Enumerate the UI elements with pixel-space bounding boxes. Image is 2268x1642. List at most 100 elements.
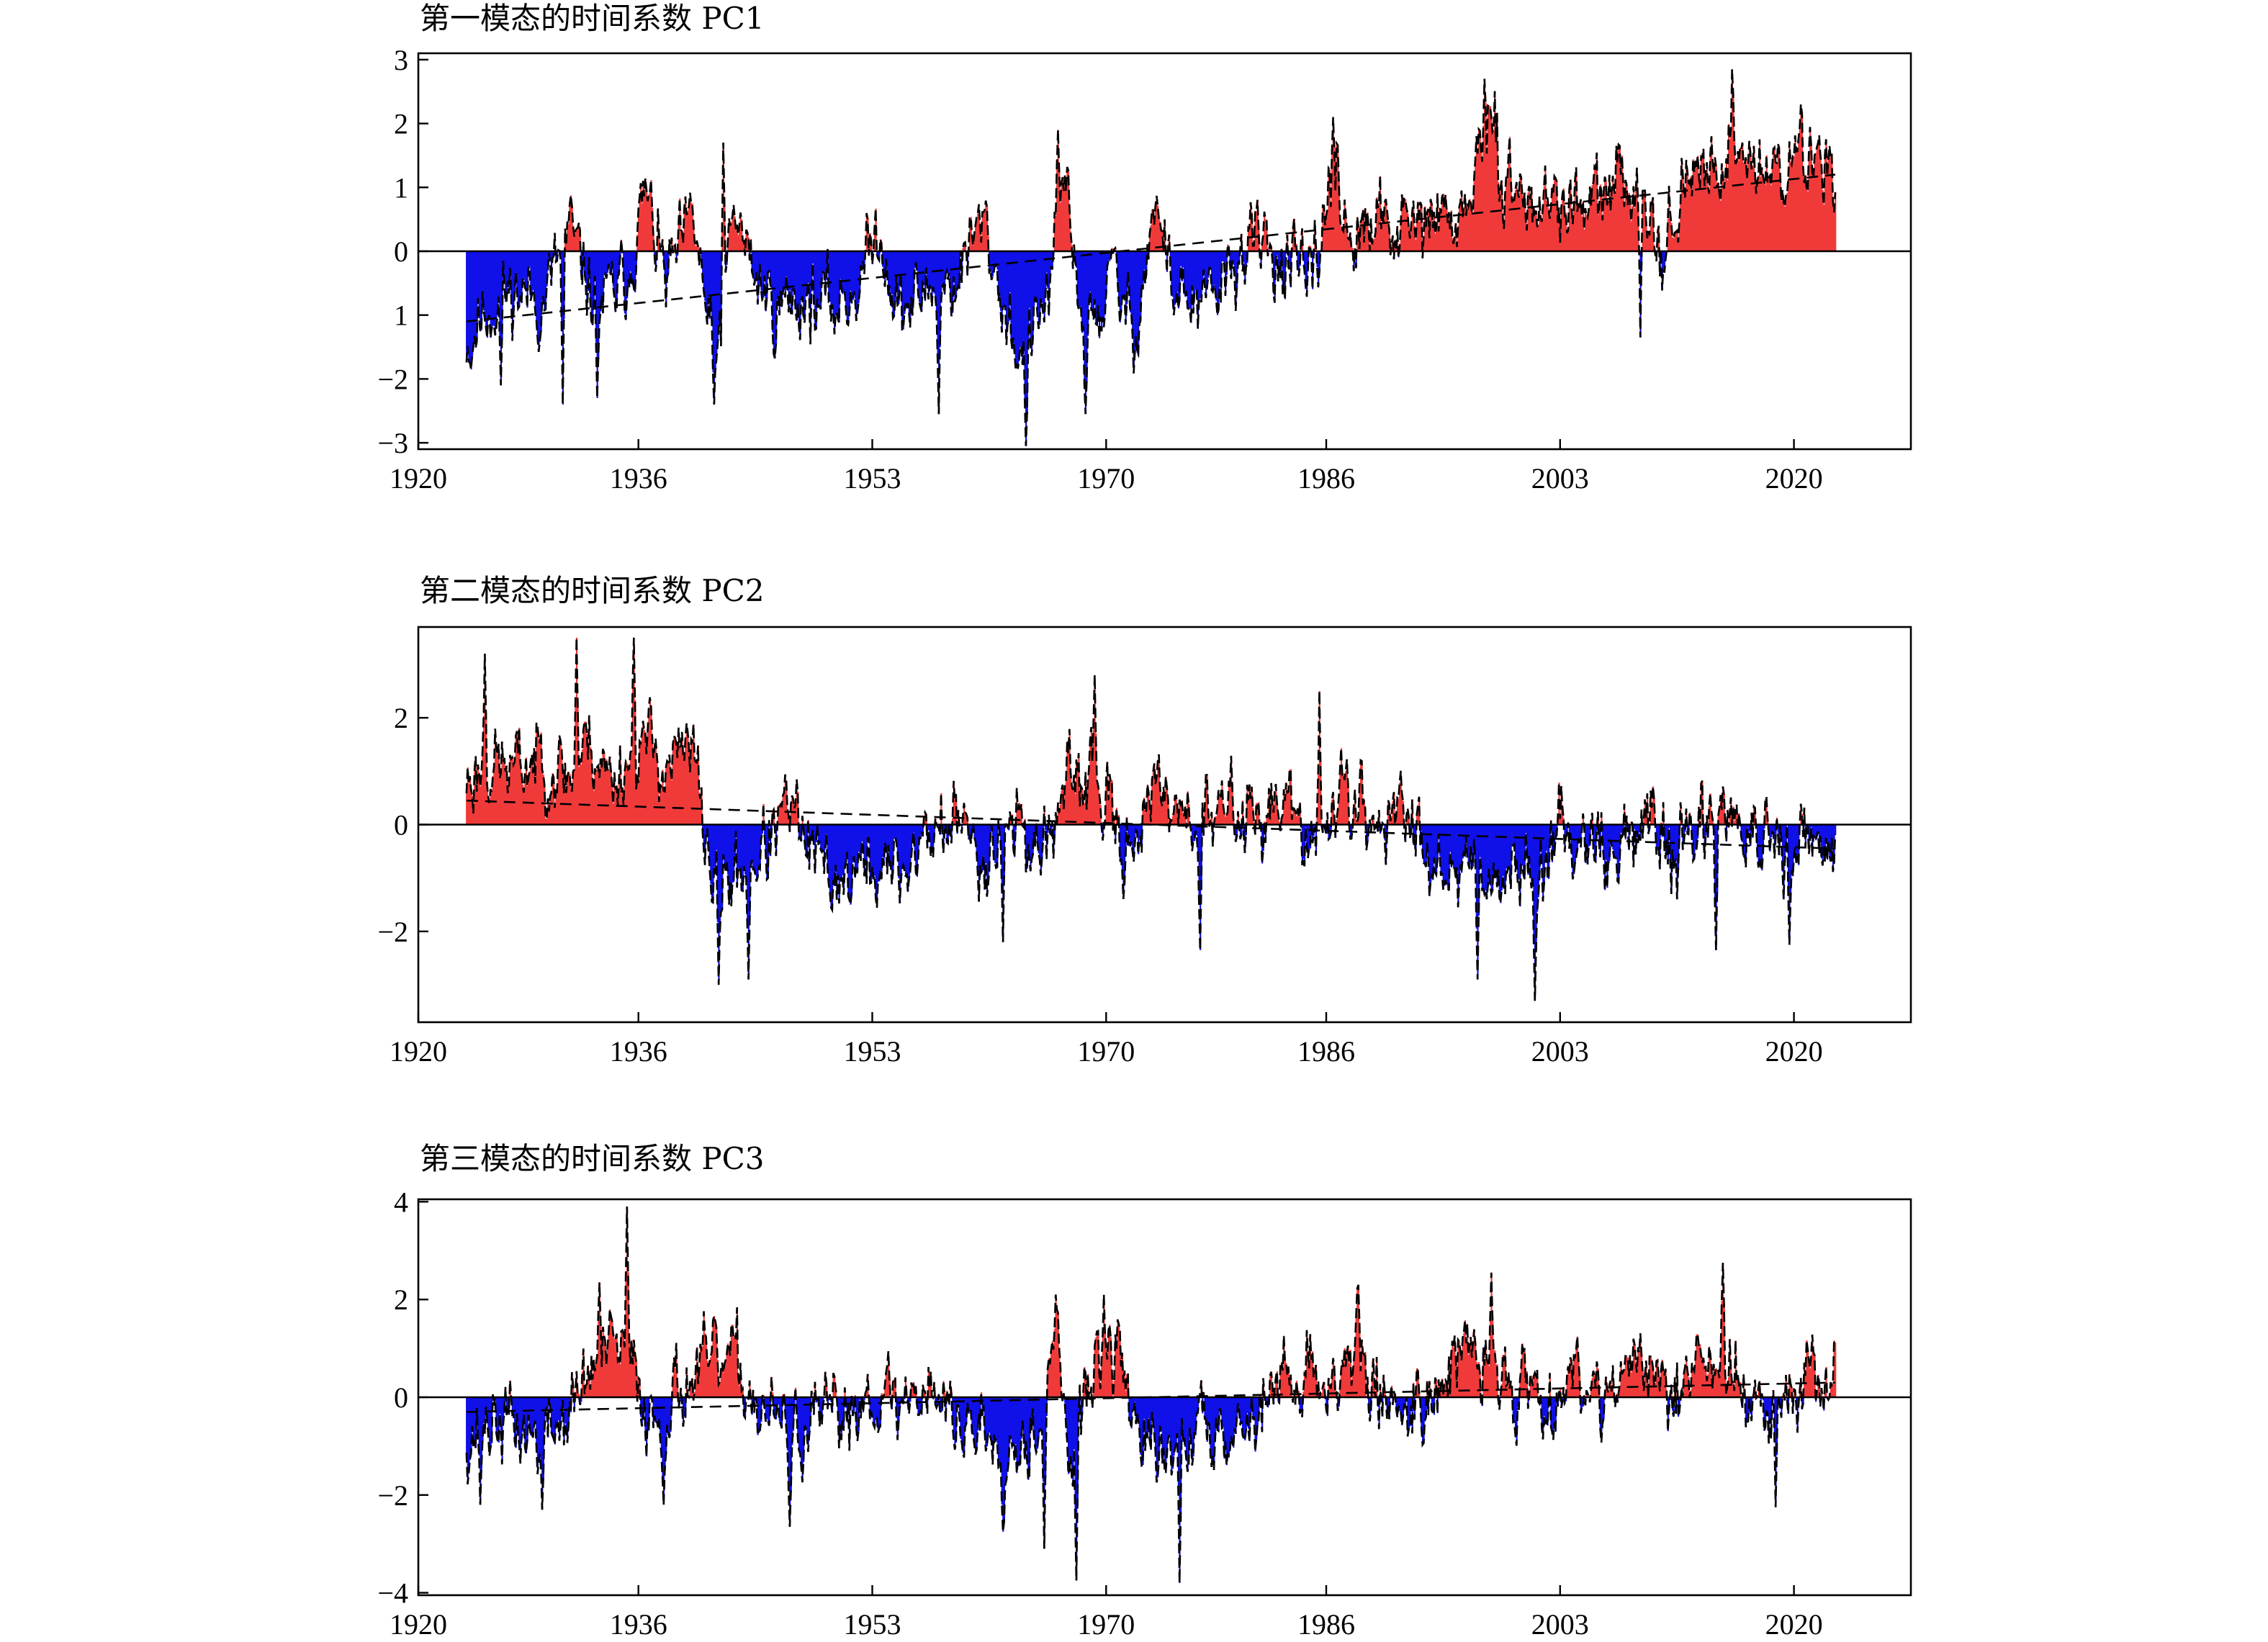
- pc3-bar: [1697, 1334, 1699, 1397]
- pc3-bar: [840, 1397, 842, 1425]
- pc1-bar: [1444, 208, 1446, 251]
- pc2-bar: [954, 799, 956, 825]
- pc2-bar: [528, 771, 531, 825]
- pc2-bar: [1068, 728, 1071, 825]
- pc2-bar: [1079, 806, 1081, 825]
- pc1-bar: [1604, 176, 1606, 251]
- pc2-bar: [848, 824, 851, 900]
- pc1-bar: [1534, 213, 1536, 251]
- pc2-bar: [1835, 824, 1837, 834]
- pc1-bar: [780, 251, 782, 292]
- pc2-bar: [711, 824, 713, 902]
- pc2-bar: [786, 809, 789, 825]
- pc3-bar: [1552, 1397, 1554, 1440]
- pc1-bar: [493, 251, 495, 326]
- pc2-y-tick-label: −2: [377, 916, 408, 948]
- pc2-bar: [710, 824, 712, 884]
- pc1-bar: [1377, 207, 1380, 251]
- pc3-bar: [1118, 1323, 1120, 1397]
- pc2-bar: [1138, 824, 1140, 840]
- pc2-bar: [1542, 824, 1544, 902]
- pc3-bar: [798, 1397, 800, 1451]
- pc2-bar: [470, 789, 472, 825]
- pc1-bar: [778, 251, 780, 297]
- pc2-bar: [587, 759, 590, 825]
- pc3-bar: [1256, 1397, 1259, 1426]
- pc1-bar: [1042, 251, 1045, 314]
- pc2-bar: [1149, 803, 1151, 825]
- pc2-bar: [579, 758, 581, 825]
- pc1-bar: [786, 251, 789, 291]
- pc2-bar: [549, 795, 552, 825]
- pc1-bar: [858, 251, 860, 304]
- pc1-bar: [1207, 251, 1210, 278]
- pc2-bar: [1616, 824, 1619, 882]
- pc1-series-path: [465, 69, 1837, 446]
- pc3-bar: [1489, 1317, 1492, 1397]
- pc1-title: 第一模态的时间系数 PC1: [420, 1, 764, 36]
- pc1-bar: [1065, 191, 1067, 251]
- pc3-bar: [606, 1364, 608, 1397]
- pc2-bar: [1439, 824, 1441, 856]
- pc3-bar: [1410, 1397, 1413, 1406]
- pc1-bar: [944, 251, 946, 295]
- pc3-bar: [633, 1340, 635, 1397]
- pc2-bar: [995, 824, 997, 868]
- pc3-x-axis: 1920 1936 1953 1970 1986 2003 2020: [390, 1585, 1823, 1641]
- pc1-bar: [1634, 208, 1636, 251]
- pc3-bar: [1281, 1362, 1283, 1397]
- pc1-bar: [1779, 173, 1781, 251]
- pc1-bar: [719, 251, 721, 312]
- pc3-bar: [1624, 1355, 1626, 1397]
- pc3-bar: [1727, 1385, 1729, 1397]
- pc1-bar: [1339, 218, 1341, 251]
- pc3-bar: [1314, 1373, 1316, 1397]
- pc3-bar: [1651, 1359, 1653, 1397]
- pc1-bar: [1686, 171, 1688, 251]
- pc2-bar: [896, 824, 899, 852]
- pc3-bar: [1395, 1397, 1398, 1409]
- pc2-bar: [1526, 824, 1529, 852]
- pc2-bar: [1160, 801, 1163, 825]
- pc3-bar: [1624, 1368, 1626, 1397]
- pc1-bar: [1343, 231, 1345, 251]
- pc2-bar: [820, 824, 822, 850]
- pc1-bar: [1175, 251, 1177, 302]
- pc2-bar: [1580, 824, 1582, 848]
- pc3-bar: [1434, 1377, 1436, 1397]
- pc2-y-tick-label: 0: [394, 809, 408, 842]
- pc3-bar: [1403, 1397, 1405, 1404]
- pc1-bar: [713, 251, 716, 405]
- pc1-bar: [1430, 199, 1432, 251]
- pc3-bar: [1343, 1366, 1345, 1397]
- pc1-bar: [1590, 205, 1593, 251]
- pc2-bar: [1672, 824, 1674, 849]
- pc1-bar: [1095, 251, 1097, 325]
- pc3-bar: [1258, 1397, 1260, 1422]
- pc1-bar: [1158, 218, 1160, 251]
- pc3-bar: [625, 1274, 627, 1397]
- pc1-bar: [1191, 251, 1194, 286]
- pc1-bar: [1662, 251, 1665, 270]
- pc2-bar: [1097, 785, 1099, 825]
- pc1-bar: [1184, 251, 1187, 297]
- pc3-bar: [712, 1320, 714, 1397]
- pc3-bar: [729, 1355, 732, 1397]
- pc3-bar: [1673, 1397, 1675, 1417]
- pc1-bar: [1171, 251, 1173, 297]
- pc1-bar: [1512, 197, 1514, 251]
- pc1-bar: [1711, 159, 1714, 251]
- pc1-bar: [1641, 251, 1643, 266]
- pc2-bar: [863, 824, 865, 877]
- pc2-bar: [1827, 824, 1830, 842]
- pc3-bar: [1400, 1397, 1402, 1412]
- pc1-x-tick-label: 1986: [1297, 462, 1355, 495]
- pc1-bar: [758, 251, 760, 285]
- pc2-bar: [1318, 770, 1320, 825]
- pc2-bar: [1247, 800, 1250, 825]
- pc3-bar: [1004, 1397, 1007, 1485]
- pc1-bar: [980, 242, 983, 251]
- pc1-bar: [1777, 143, 1779, 251]
- pc2-bar: [1227, 811, 1229, 825]
- pc1-bar: [1506, 179, 1508, 251]
